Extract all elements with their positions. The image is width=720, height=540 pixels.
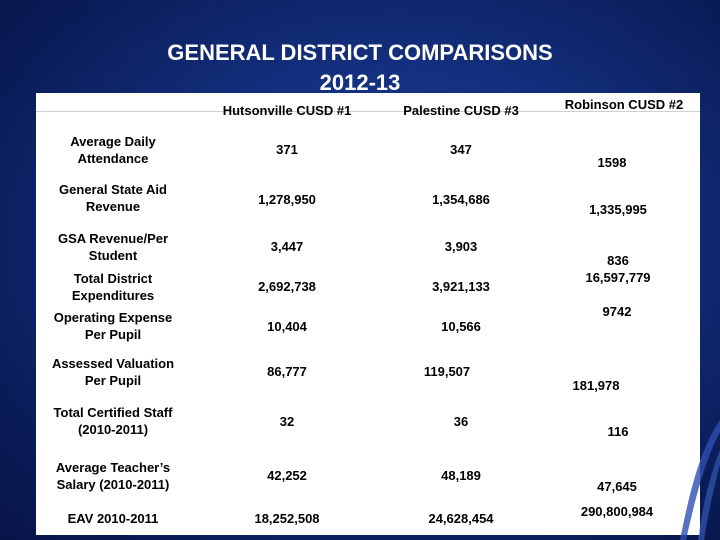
cell-palestine-expenditures: 3,921,133 <box>432 279 490 294</box>
cell-palestine-ada: 347 <box>450 142 472 157</box>
cell-hutsonville-ada: 371 <box>276 142 298 157</box>
row-label-total-district-expenditures: Total District Expenditures <box>71 271 155 303</box>
row-label-operating-expense-per-pupil: Operating Expense Per Pupil <box>53 310 173 342</box>
cell-palestine-teacher-salary: 48,189 <box>441 468 481 483</box>
cell-robinson-teacher-salary: 47,645 <box>597 479 637 494</box>
cell-robinson-certified-staff: 116 <box>607 424 629 439</box>
column-header-hutsonville: Hutsonville CUSD #1 <box>222 103 352 118</box>
row-label-gsa-revenue-per-student: GSA Revenue/Per Student <box>57 231 169 263</box>
cell-robinson-eav: 290,800,984 <box>580 504 654 519</box>
cell-hutsonville-gsa: 1,278,950 <box>258 192 316 207</box>
cell-hutsonville-teacher-salary: 42,252 <box>267 468 307 483</box>
row-label-eav: EAV 2010-2011 <box>67 511 159 526</box>
header-rule <box>36 111 700 112</box>
cell-palestine-certified-staff: 36 <box>453 414 469 429</box>
cell-hutsonville-expenditures: 2,692,738 <box>258 279 316 294</box>
cell-robinson-gsa: 1,335,995 <box>589 202 647 217</box>
row-label-average-teacher-salary: Average Teacher’s Salary (2010-2011) <box>55 460 171 492</box>
row-label-assessed-valuation-per-pupil: Assessed Valuation Per Pupil <box>51 356 175 388</box>
cell-hutsonville-gsa-per-student: 3,447 <box>270 239 304 254</box>
cell-palestine-operating-expense: 10,566 <box>441 319 481 334</box>
slide-title: GENERAL DISTRICT COMPARISONS 2012-13 <box>0 38 720 98</box>
cell-robinson-operating-expense: 9742 <box>602 304 632 319</box>
decorative-swoosh <box>680 420 720 540</box>
title-line-1: GENERAL DISTRICT COMPARISONS <box>167 40 553 65</box>
comparison-table: Hutsonville CUSD #1 Palestine CUSD #3 Ro… <box>36 93 700 535</box>
cell-palestine-gsa-per-student: 3,903 <box>444 239 478 254</box>
row-label-general-state-aid: General State Aid Revenue <box>59 182 167 214</box>
cell-hutsonville-eav: 18,252,508 <box>254 511 320 526</box>
cell-robinson-expenditures: 16,597,779 <box>585 270 651 285</box>
cell-robinson-ada: 1598 <box>597 155 627 170</box>
column-header-robinson: Robinson CUSD #2 <box>564 97 684 112</box>
title-line-2: 2012-13 <box>319 70 401 95</box>
cell-palestine-eav: 24,628,454 <box>428 511 494 526</box>
row-label-total-certified-staff: Total Certified Staff (2010-2011) <box>53 405 173 437</box>
cell-palestine-gsa: 1,354,686 <box>432 192 490 207</box>
column-header-palestine: Palestine CUSD #3 <box>403 103 519 118</box>
cell-hutsonville-operating-expense: 10,404 <box>267 319 307 334</box>
cell-hutsonville-certified-staff: 32 <box>279 414 295 429</box>
row-label-average-daily-attendance: Average Daily Attendance <box>70 134 156 166</box>
cell-robinson-assessed-valuation: 181,978 <box>572 378 620 393</box>
cell-hutsonville-assessed-valuation: 86,777 <box>267 364 307 379</box>
cell-palestine-assessed-valuation: 119,507 <box>423 364 471 379</box>
cell-robinson-gsa-per-student: 836 <box>607 253 629 268</box>
